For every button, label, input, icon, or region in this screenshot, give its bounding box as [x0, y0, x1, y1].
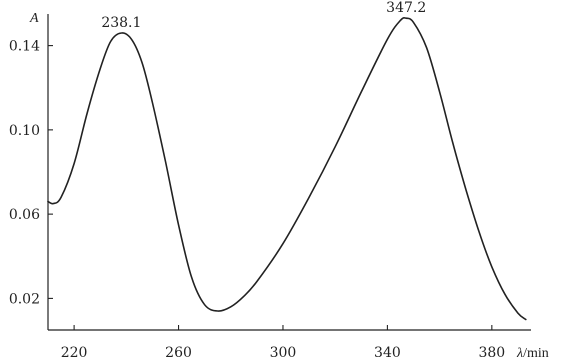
- y-tick-label: 0.14: [9, 39, 40, 55]
- y-tick-label: 0.02: [9, 291, 40, 307]
- peak-annotations: 238.1 347.2: [101, 0, 426, 31]
- spectrum-curve: [47, 17, 527, 321]
- x-axis-title-symbol: λ: [516, 346, 523, 361]
- y-axis-ticks: 0.02 0.06 0.10 0.14: [9, 39, 53, 307]
- x-tick-label: 220: [61, 345, 88, 361]
- y-tick-label: 0.10: [9, 123, 40, 139]
- y-tick-label: 0.06: [9, 207, 40, 223]
- x-tick-label: 260: [165, 345, 192, 361]
- x-tick-label: 340: [374, 345, 401, 361]
- x-axis-ticks: 220 260 300 340 380: [61, 325, 505, 361]
- x-axis-title: λ/min: [516, 346, 549, 361]
- y-axis-title: A: [29, 11, 39, 26]
- peak-label: 238.1: [101, 15, 141, 31]
- x-tick-label: 300: [270, 345, 297, 361]
- peak-label: 347.2: [386, 0, 426, 16]
- x-axis-title-unit: /min: [523, 346, 549, 361]
- x-tick-label: 380: [478, 345, 505, 361]
